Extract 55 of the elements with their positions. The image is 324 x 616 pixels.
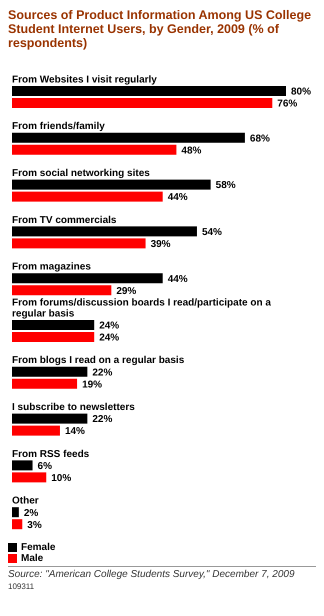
- bar: [12, 366, 88, 377]
- data-label: 39%: [150, 238, 171, 250]
- data-label: 29%: [116, 286, 136, 297]
- bar: [12, 144, 176, 155]
- bar: [12, 414, 88, 424]
- bar: [12, 460, 33, 470]
- data-label: 48%: [181, 145, 202, 156]
- y-tick-label: From friends/family: [12, 121, 106, 132]
- bar: [12, 378, 78, 389]
- data-label: 44%: [168, 274, 188, 285]
- data-label: 2%: [24, 508, 38, 519]
- data-label: 22%: [92, 367, 112, 378]
- data-label: 58%: [216, 180, 236, 192]
- legend-label: Male: [21, 553, 44, 564]
- bar: [12, 98, 272, 108]
- data-label: 44%: [168, 192, 188, 204]
- bar: [12, 426, 60, 436]
- bar: [12, 285, 112, 296]
- bar: [12, 238, 146, 248]
- chart-title: Sources of Product Information Among US College Student Internet Users, by Gender, 2009 (% of respondents): [8, 8, 312, 50]
- y-tick-label: From magazines: [12, 262, 92, 273]
- y-tick-label: From blogs I read on a regular basis: [12, 355, 185, 366]
- data-label: 24%: [99, 320, 120, 332]
- legend-label: Female: [21, 542, 56, 553]
- bar: [12, 519, 22, 530]
- data-label: 10%: [51, 472, 72, 484]
- y-tick-label: Other: [12, 496, 39, 507]
- bar: [12, 226, 197, 236]
- y-tick-label: From Websites I visit regularly: [12, 74, 158, 86]
- y-tick-label: From forums/discussion boards I read/participate on a regular basis: [12, 297, 272, 320]
- y-tick-label: From TV commercials: [12, 214, 117, 226]
- y-tick-label: From RSS feeds: [12, 448, 90, 460]
- data-label: 80%: [291, 86, 312, 98]
- bar: [12, 320, 94, 330]
- bar: [12, 132, 245, 143]
- source-note: Source: "American College Students Survey," December 7, 2009: [8, 569, 296, 581]
- bar: [12, 507, 19, 518]
- data-label: 22%: [92, 414, 112, 426]
- data-label: 3%: [27, 520, 42, 531]
- data-label: 24%: [99, 332, 120, 344]
- data-label: 19%: [82, 379, 102, 390]
- data-label: 6%: [38, 460, 52, 472]
- bar: [12, 332, 94, 342]
- bar: [12, 273, 163, 284]
- data-label: 14%: [64, 426, 86, 438]
- data-label: 76%: [277, 98, 298, 110]
- data-label: 68%: [250, 133, 270, 144]
- bar: [12, 86, 286, 96]
- bar: [12, 472, 46, 482]
- data-label: 54%: [202, 226, 222, 238]
- bar: [12, 192, 163, 202]
- y-tick-label: I subscribe to newsletters: [12, 402, 136, 413]
- text: 109311: [8, 581, 36, 593]
- bar: [12, 180, 211, 190]
- y-tick-label: From social networking sites: [12, 168, 150, 179]
